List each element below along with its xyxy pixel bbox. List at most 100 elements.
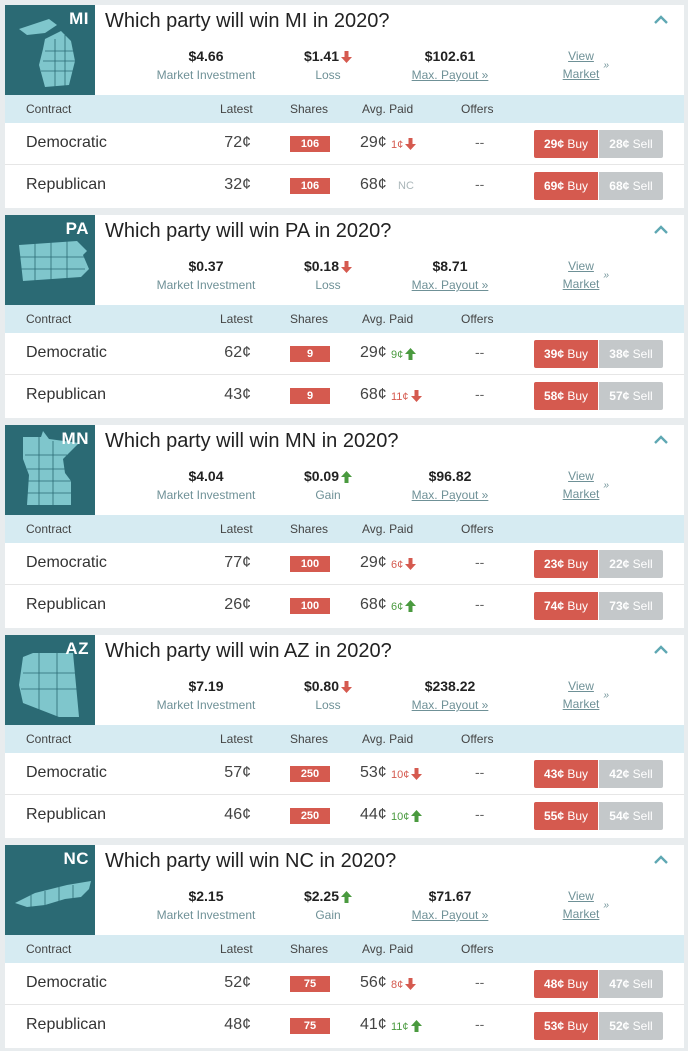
market-card-az: AZ Which party will win AZ in 2020? $7.1… [5,635,684,838]
buy-button[interactable]: 29¢ Buy [534,130,598,158]
latest-price: 62¢ [224,344,251,361]
collapse-button[interactable] [652,223,670,237]
collapse-button[interactable] [652,13,670,27]
column-shares: Shares [290,312,329,326]
contract-row: Republican 26¢ 100 68¢ 6¢ -- 74¢ Buy 73¢… [5,585,684,627]
max-payout-value: $238.22 [424,678,476,694]
sell-label: Sell [632,347,653,361]
contract-row: Democratic 57¢ 250 53¢ 10¢ -- 43¢ Buy 42… [5,753,684,795]
buy-button[interactable]: 74¢ Buy [534,592,598,620]
sell-button[interactable]: 47¢ Sell [599,970,663,998]
column-latest: Latest [220,522,253,536]
market-title[interactable]: Which party will win MN in 2020? [105,430,399,452]
sell-button[interactable]: 73¢ Sell [599,592,663,620]
max-payout-link[interactable]: Max. Payout » [411,908,489,922]
price-change-value: 6¢ [391,559,404,571]
sell-button[interactable]: 38¢ Sell [599,340,663,368]
column-offers: Offers [461,942,494,956]
sell-button[interactable]: 22¢ Sell [599,550,663,578]
buy-button[interactable]: 39¢ Buy [534,340,598,368]
price-change-value: 8¢ [391,979,404,991]
buy-price: 53¢ [543,1019,564,1033]
market-title[interactable]: Which party will win PA in 2020? [105,220,392,242]
market-investment-stat: $0.37 Market Investment [141,257,271,292]
shares-badge: 75 [290,1018,330,1034]
contract-row: Democratic 62¢ 9 29¢ 9¢ -- 39¢ Buy 38¢ S… [5,333,684,375]
collapse-button[interactable] [652,853,670,867]
chevron-up-icon [654,225,668,234]
buy-button[interactable]: 69¢ Buy [534,172,598,200]
market-investment-stat: $2.15 Market Investment [141,887,271,922]
view-market-link[interactable]: View Market » [551,47,611,83]
contract-name: Democratic [26,134,107,151]
price-change-value: NC [398,180,414,192]
state-map-icon [19,653,79,717]
sell-button[interactable]: 42¢ Sell [599,760,663,788]
sell-button[interactable]: 52¢ Sell [599,1012,663,1040]
buy-button[interactable]: 53¢ Buy [534,1012,598,1040]
arrow-up-icon [409,810,423,823]
state-map-thumbnail[interactable]: MI [5,5,95,95]
state-map-thumbnail[interactable]: MN [5,425,95,515]
buy-label: Buy [567,347,589,361]
latest-price: 52¢ [224,974,251,991]
max-payout-stat: $96.82 Max. Payout » [385,467,515,502]
max-payout-link[interactable]: Max. Payout » [411,68,489,82]
sell-button[interactable]: 68¢ Sell [599,172,663,200]
sell-button[interactable]: 54¢ Sell [599,802,663,830]
buy-button[interactable]: 43¢ Buy [534,760,598,788]
latest-price: 46¢ [224,806,251,823]
market-title[interactable]: Which party will win MI in 2020? [105,10,390,32]
collapse-button[interactable] [652,433,670,447]
buy-label: Buy [567,809,589,823]
buy-label: Buy [567,977,589,991]
max-payout-value: $71.67 [428,888,472,904]
buy-label: Buy [567,179,589,193]
buy-button[interactable]: 23¢ Buy [534,550,598,578]
market-investment-stat: $4.66 Market Investment [141,47,271,82]
price-change-value: 10¢ [391,811,410,823]
column-latest: Latest [220,102,253,116]
contract-name: Republican [26,806,107,823]
view-market-line2: Market [562,697,600,711]
max-payout-link[interactable]: Max. Payout » [411,488,489,502]
buy-price: 58¢ [543,389,564,403]
view-market-line2: Market [562,277,600,291]
view-market-link[interactable]: View Market » [551,677,611,713]
view-market-link[interactable]: View Market » [551,257,611,293]
market-title[interactable]: Which party will win AZ in 2020? [105,640,392,662]
view-market-link[interactable]: View Market » [551,887,611,923]
arrow-down-icon [403,138,417,151]
state-map-thumbnail[interactable]: PA [5,215,95,305]
buy-button[interactable]: 48¢ Buy [534,970,598,998]
buy-label: Buy [567,389,589,403]
max-payout-stat: $8.71 Max. Payout » [385,257,515,292]
avg-paid: 68¢ [360,596,387,613]
collapse-button[interactable] [652,643,670,657]
sell-price: 38¢ [609,347,630,361]
column-contract: Contract [26,312,72,326]
sell-button[interactable]: 28¢ Sell [599,130,663,158]
buy-price: 29¢ [543,137,564,151]
buy-label: Buy [567,767,589,781]
buy-button[interactable]: 55¢ Buy [534,802,598,830]
shares-badge: 9 [290,388,330,404]
max-payout-link[interactable]: Max. Payout » [411,698,489,712]
price-change-value: 10¢ [391,769,410,781]
contract-name: Democratic [26,974,107,991]
market-title[interactable]: Which party will win NC in 2020? [105,850,397,872]
contract-row: Republican 48¢ 75 41¢ 11¢ -- 53¢ Buy 52¢… [5,1005,684,1047]
shares-badge: 250 [290,766,330,782]
latest-price: 57¢ [224,764,251,781]
state-map-thumbnail[interactable]: NC [5,845,95,935]
market-investment-value: $4.04 [188,468,224,484]
view-market-link[interactable]: View Market » [551,467,611,503]
market-investment-value: $0.37 [188,258,224,274]
sell-button[interactable]: 57¢ Sell [599,382,663,410]
buy-button[interactable]: 58¢ Buy [534,382,598,410]
column-shares: Shares [290,732,329,746]
max-payout-link[interactable]: Max. Payout » [411,278,489,292]
state-map-thumbnail[interactable]: AZ [5,635,95,725]
shares-badge: 106 [290,136,330,152]
